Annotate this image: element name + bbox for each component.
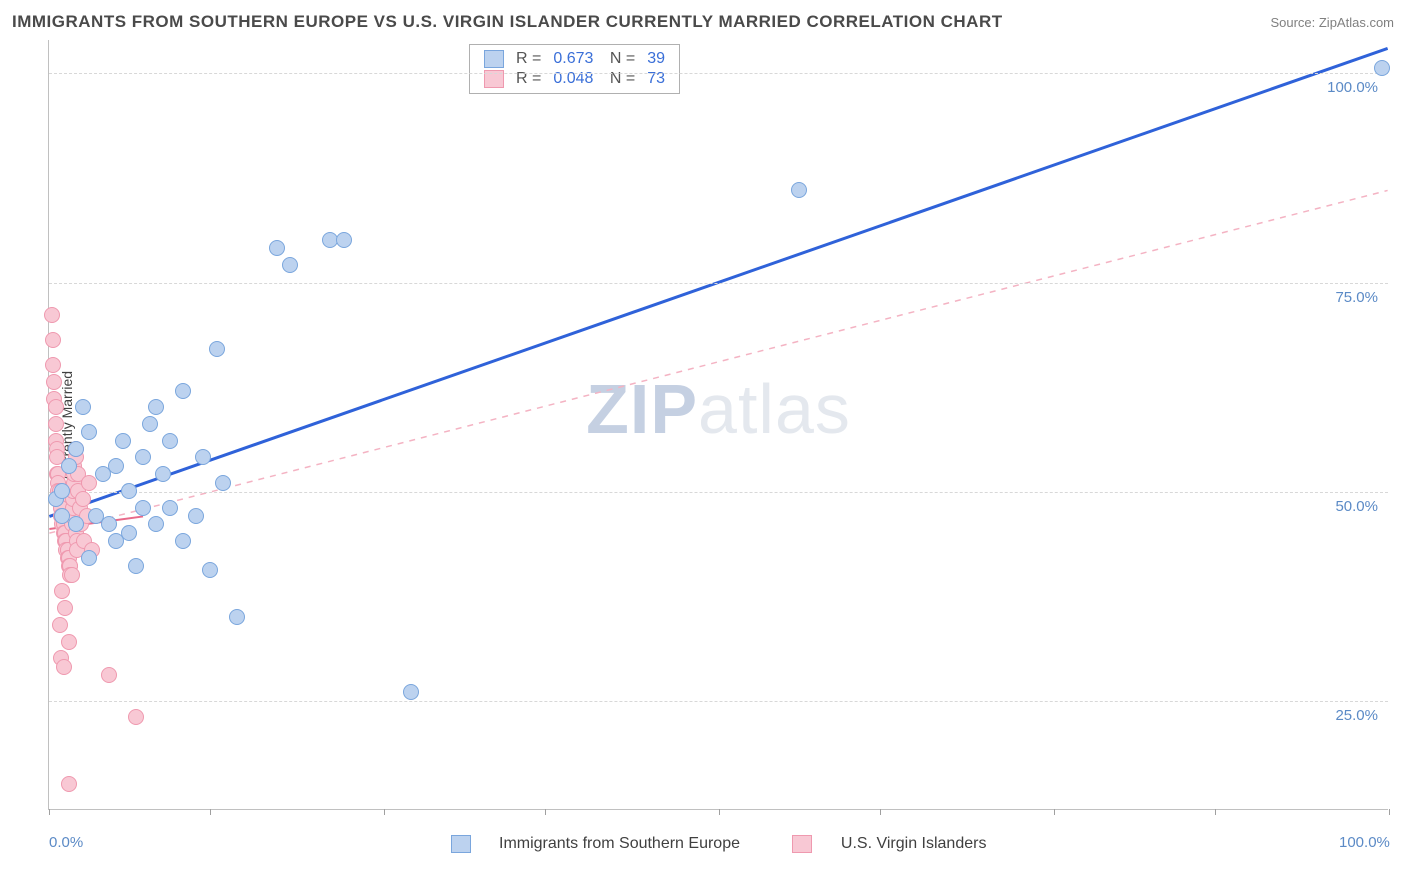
legend-swatch-blue bbox=[484, 50, 504, 68]
data-point bbox=[403, 684, 419, 700]
data-point bbox=[45, 332, 61, 348]
data-point bbox=[101, 516, 117, 532]
y-tick-label: 25.0% bbox=[1335, 707, 1378, 724]
chart-title: IMMIGRANTS FROM SOUTHERN EUROPE VS U.S. … bbox=[12, 12, 1003, 32]
data-point bbox=[54, 583, 70, 599]
data-point bbox=[46, 374, 62, 390]
x-tick bbox=[1389, 809, 1390, 815]
data-point bbox=[75, 491, 91, 507]
data-point bbox=[128, 558, 144, 574]
source-label: Source: ZipAtlas.com bbox=[1270, 15, 1394, 30]
n-value-blue: 39 bbox=[641, 49, 671, 69]
data-point bbox=[148, 399, 164, 415]
x-tick bbox=[49, 809, 50, 815]
data-point bbox=[44, 307, 60, 323]
data-point bbox=[215, 475, 231, 491]
data-point bbox=[162, 433, 178, 449]
data-point bbox=[121, 525, 137, 541]
data-point bbox=[175, 383, 191, 399]
x-tick bbox=[545, 809, 546, 815]
x-tick bbox=[880, 809, 881, 815]
y-tick-label: 50.0% bbox=[1335, 498, 1378, 515]
data-point bbox=[282, 257, 298, 273]
data-point bbox=[148, 516, 164, 532]
data-point bbox=[135, 449, 151, 465]
data-point bbox=[61, 776, 77, 792]
data-point bbox=[155, 466, 171, 482]
y-tick-label: 75.0% bbox=[1335, 289, 1378, 306]
data-point bbox=[336, 232, 352, 248]
data-point bbox=[162, 500, 178, 516]
gridline bbox=[49, 73, 1388, 74]
data-point bbox=[52, 617, 68, 633]
trend-lines-layer bbox=[49, 40, 1388, 809]
data-point bbox=[121, 483, 137, 499]
n-value-pink: 73 bbox=[641, 69, 671, 89]
legend-swatch-series-1 bbox=[792, 835, 812, 853]
legend-label-series-0: Immigrants from Southern Europe bbox=[499, 835, 740, 852]
r-value-blue: 0.673 bbox=[547, 49, 599, 69]
data-point bbox=[75, 399, 91, 415]
legend-swatch-series-0 bbox=[451, 835, 471, 853]
y-tick-label: 100.0% bbox=[1327, 79, 1378, 96]
data-point bbox=[175, 533, 191, 549]
series-legend: Immigrants from Southern Europe U.S. Vir… bbox=[49, 835, 1388, 853]
data-point bbox=[1374, 60, 1390, 76]
data-point bbox=[202, 562, 218, 578]
data-point bbox=[57, 600, 73, 616]
data-point bbox=[48, 399, 64, 415]
data-point bbox=[229, 609, 245, 625]
x-tick-label: 0.0% bbox=[49, 834, 83, 851]
x-tick bbox=[384, 809, 385, 815]
gridline bbox=[49, 492, 1388, 493]
watermark: ZIPatlas bbox=[586, 369, 851, 449]
data-point bbox=[135, 500, 151, 516]
data-point bbox=[48, 416, 64, 432]
data-point bbox=[142, 416, 158, 432]
data-point bbox=[128, 709, 144, 725]
x-tick bbox=[1054, 809, 1055, 815]
correlation-legend: R = 0.673 N = 39 R = 0.048 N = 73 bbox=[469, 44, 680, 94]
data-point bbox=[81, 550, 97, 566]
gridline bbox=[49, 701, 1388, 702]
trend-line bbox=[49, 190, 1387, 533]
data-point bbox=[45, 357, 61, 373]
data-point bbox=[269, 240, 285, 256]
data-point bbox=[64, 567, 80, 583]
data-point bbox=[61, 458, 77, 474]
gridline bbox=[49, 283, 1388, 284]
x-tick-label: 100.0% bbox=[1339, 834, 1390, 851]
data-point bbox=[68, 516, 84, 532]
x-tick bbox=[210, 809, 211, 815]
data-point bbox=[195, 449, 211, 465]
data-point bbox=[54, 483, 70, 499]
r-value-pink: 0.048 bbox=[547, 69, 599, 89]
data-point bbox=[81, 424, 97, 440]
data-point bbox=[56, 659, 72, 675]
x-tick bbox=[719, 809, 720, 815]
chart-plot-area: ZIPatlas Currently Married R = 0.673 N =… bbox=[48, 40, 1388, 810]
data-point bbox=[61, 634, 77, 650]
data-point bbox=[68, 441, 84, 457]
x-tick bbox=[1215, 809, 1216, 815]
data-point bbox=[188, 508, 204, 524]
legend-label-series-1: U.S. Virgin Islanders bbox=[841, 835, 987, 852]
data-point bbox=[791, 182, 807, 198]
data-point bbox=[101, 667, 117, 683]
data-point bbox=[108, 458, 124, 474]
data-point bbox=[115, 433, 131, 449]
data-point bbox=[209, 341, 225, 357]
